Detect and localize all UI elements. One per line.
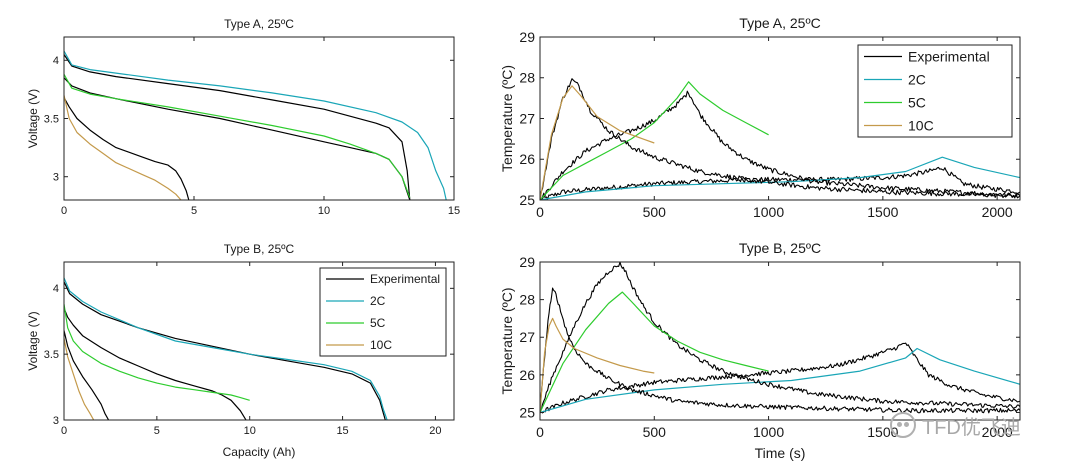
series-line-6 [540, 317, 655, 413]
series-line-5 [64, 330, 110, 420]
series-line-4 [540, 291, 769, 413]
legend-label: 5C [370, 316, 386, 330]
y-tick-label: 29 [519, 29, 535, 45]
x-tick-label: 5 [191, 205, 197, 217]
y-tick-label: 25 [519, 192, 535, 208]
series-line-6 [540, 85, 655, 200]
y-tick-label: 27 [519, 329, 535, 345]
legend-box [857, 44, 1013, 138]
series-line-6 [64, 95, 182, 200]
chart-type-b-voltage: 0 5 10 15 20 3 3.5 4 Type B, 25ºC Capacity (Ah) Vo… [26, 242, 455, 459]
series-line-2 [64, 277, 388, 420]
axes-box [539, 261, 1021, 421]
series-line-2 [540, 347, 1020, 414]
y-axis-label: Voltage (V) [26, 311, 40, 370]
y-tick-label: 28 [519, 70, 535, 86]
y-tick-label: 26 [519, 367, 535, 383]
series-group [540, 262, 1020, 414]
series-group [64, 277, 388, 420]
legend-box [319, 267, 447, 357]
series-line-5 [64, 97, 190, 200]
legend-label: 10C [908, 117, 934, 133]
series-line-2 [64, 50, 447, 200]
x-tick-label: 0 [61, 425, 67, 437]
chart-title: Type A, 25ºC [739, 15, 820, 31]
x-tick-label: 15 [448, 205, 460, 217]
x-tick-label: 500 [643, 424, 667, 440]
legend: Experimental 2C 5C 10C [857, 44, 1013, 138]
chart-title: Type B, 25ºC [739, 240, 821, 256]
x-tick-label: 10 [244, 425, 256, 437]
legend-label: 5C [908, 94, 926, 110]
x-tick-label: 0 [536, 204, 544, 220]
series-line-1 [64, 54, 411, 200]
x-tick-label: 0 [61, 205, 67, 217]
x-tick-label: 1500 [867, 204, 898, 220]
legend-label: Experimental [908, 48, 990, 64]
y-tick-label: 29 [519, 254, 535, 270]
y-tick-label: 25 [519, 404, 535, 420]
series-line-2 [540, 156, 1020, 200]
chart-type-a-voltage: 0 5 10 15 3 3.5 4 Type A, 25ºC Voltage (V) [26, 17, 460, 217]
series-line-4 [540, 81, 769, 200]
x-tick-label: 2000 [982, 424, 1013, 440]
y-tick-label: 28 [519, 292, 535, 308]
x-tick-label: 20 [429, 425, 441, 437]
wechat-icon [890, 412, 916, 438]
x-tick-label: 5 [154, 425, 160, 437]
legend-label: 2C [370, 294, 386, 308]
chart-title: Type B, 25ºC [224, 242, 295, 256]
watermark: TFD优飞迪 [890, 410, 1021, 440]
y-tick-label: 3 [53, 415, 59, 427]
series-group [64, 50, 447, 200]
series-line-1 [540, 166, 1020, 200]
axes-box [63, 36, 455, 201]
legend-label: Experimental [370, 272, 440, 286]
series-line-3 [64, 307, 247, 420]
x-tick-label: 10 [318, 205, 330, 217]
y-tick-label: 3.5 [44, 349, 59, 361]
series-line-1 [540, 342, 1020, 414]
axes-box [63, 261, 455, 421]
y-tick-label: 26 [519, 151, 535, 167]
x-tick-label: 0 [536, 424, 544, 440]
series-line-3 [64, 77, 411, 200]
x-tick-label: 1000 [753, 424, 784, 440]
watermark-text: TFD优飞迪 [922, 416, 1021, 439]
chart-title: Type A, 25ºC [224, 17, 294, 31]
series-line-3 [540, 262, 1020, 412]
series-line-5 [540, 287, 1020, 414]
y-tick-label: 4 [53, 283, 59, 295]
y-axis-label: Temperature (ºC) [499, 65, 515, 172]
x-axis-label: Capacity (Ah) [223, 445, 296, 459]
y-tick-label: 3.5 [44, 113, 59, 125]
x-axis-label: Time (s) [755, 445, 806, 461]
series-line-5 [540, 78, 1020, 200]
legend-label: 2C [908, 71, 926, 87]
y-axis-label: Temperature (ºC) [499, 287, 515, 394]
legend-label: 10C [370, 338, 392, 352]
series-line-4 [64, 74, 411, 198]
series-line-3 [540, 90, 1020, 200]
x-tick-label: 500 [643, 204, 667, 220]
x-tick-label: 2000 [982, 204, 1013, 220]
y-axis-label: Voltage (V) [26, 89, 40, 148]
x-tick-label: 1000 [753, 204, 784, 220]
y-tick-label: 4 [53, 55, 59, 67]
series-line-6 [64, 338, 95, 420]
series-line-4 [64, 304, 250, 401]
series-group [540, 78, 1020, 200]
chart-type-a-temperature: 0 500 1000 1500 2000 25 26 27 28 29 Type A, 25ºC Te… [499, 15, 1021, 220]
x-tick-label: 15 [336, 425, 348, 437]
y-tick-label: 3 [53, 172, 59, 184]
y-tick-label: 27 [519, 110, 535, 126]
legend: Experimental 2C 5C 10C [319, 267, 447, 357]
